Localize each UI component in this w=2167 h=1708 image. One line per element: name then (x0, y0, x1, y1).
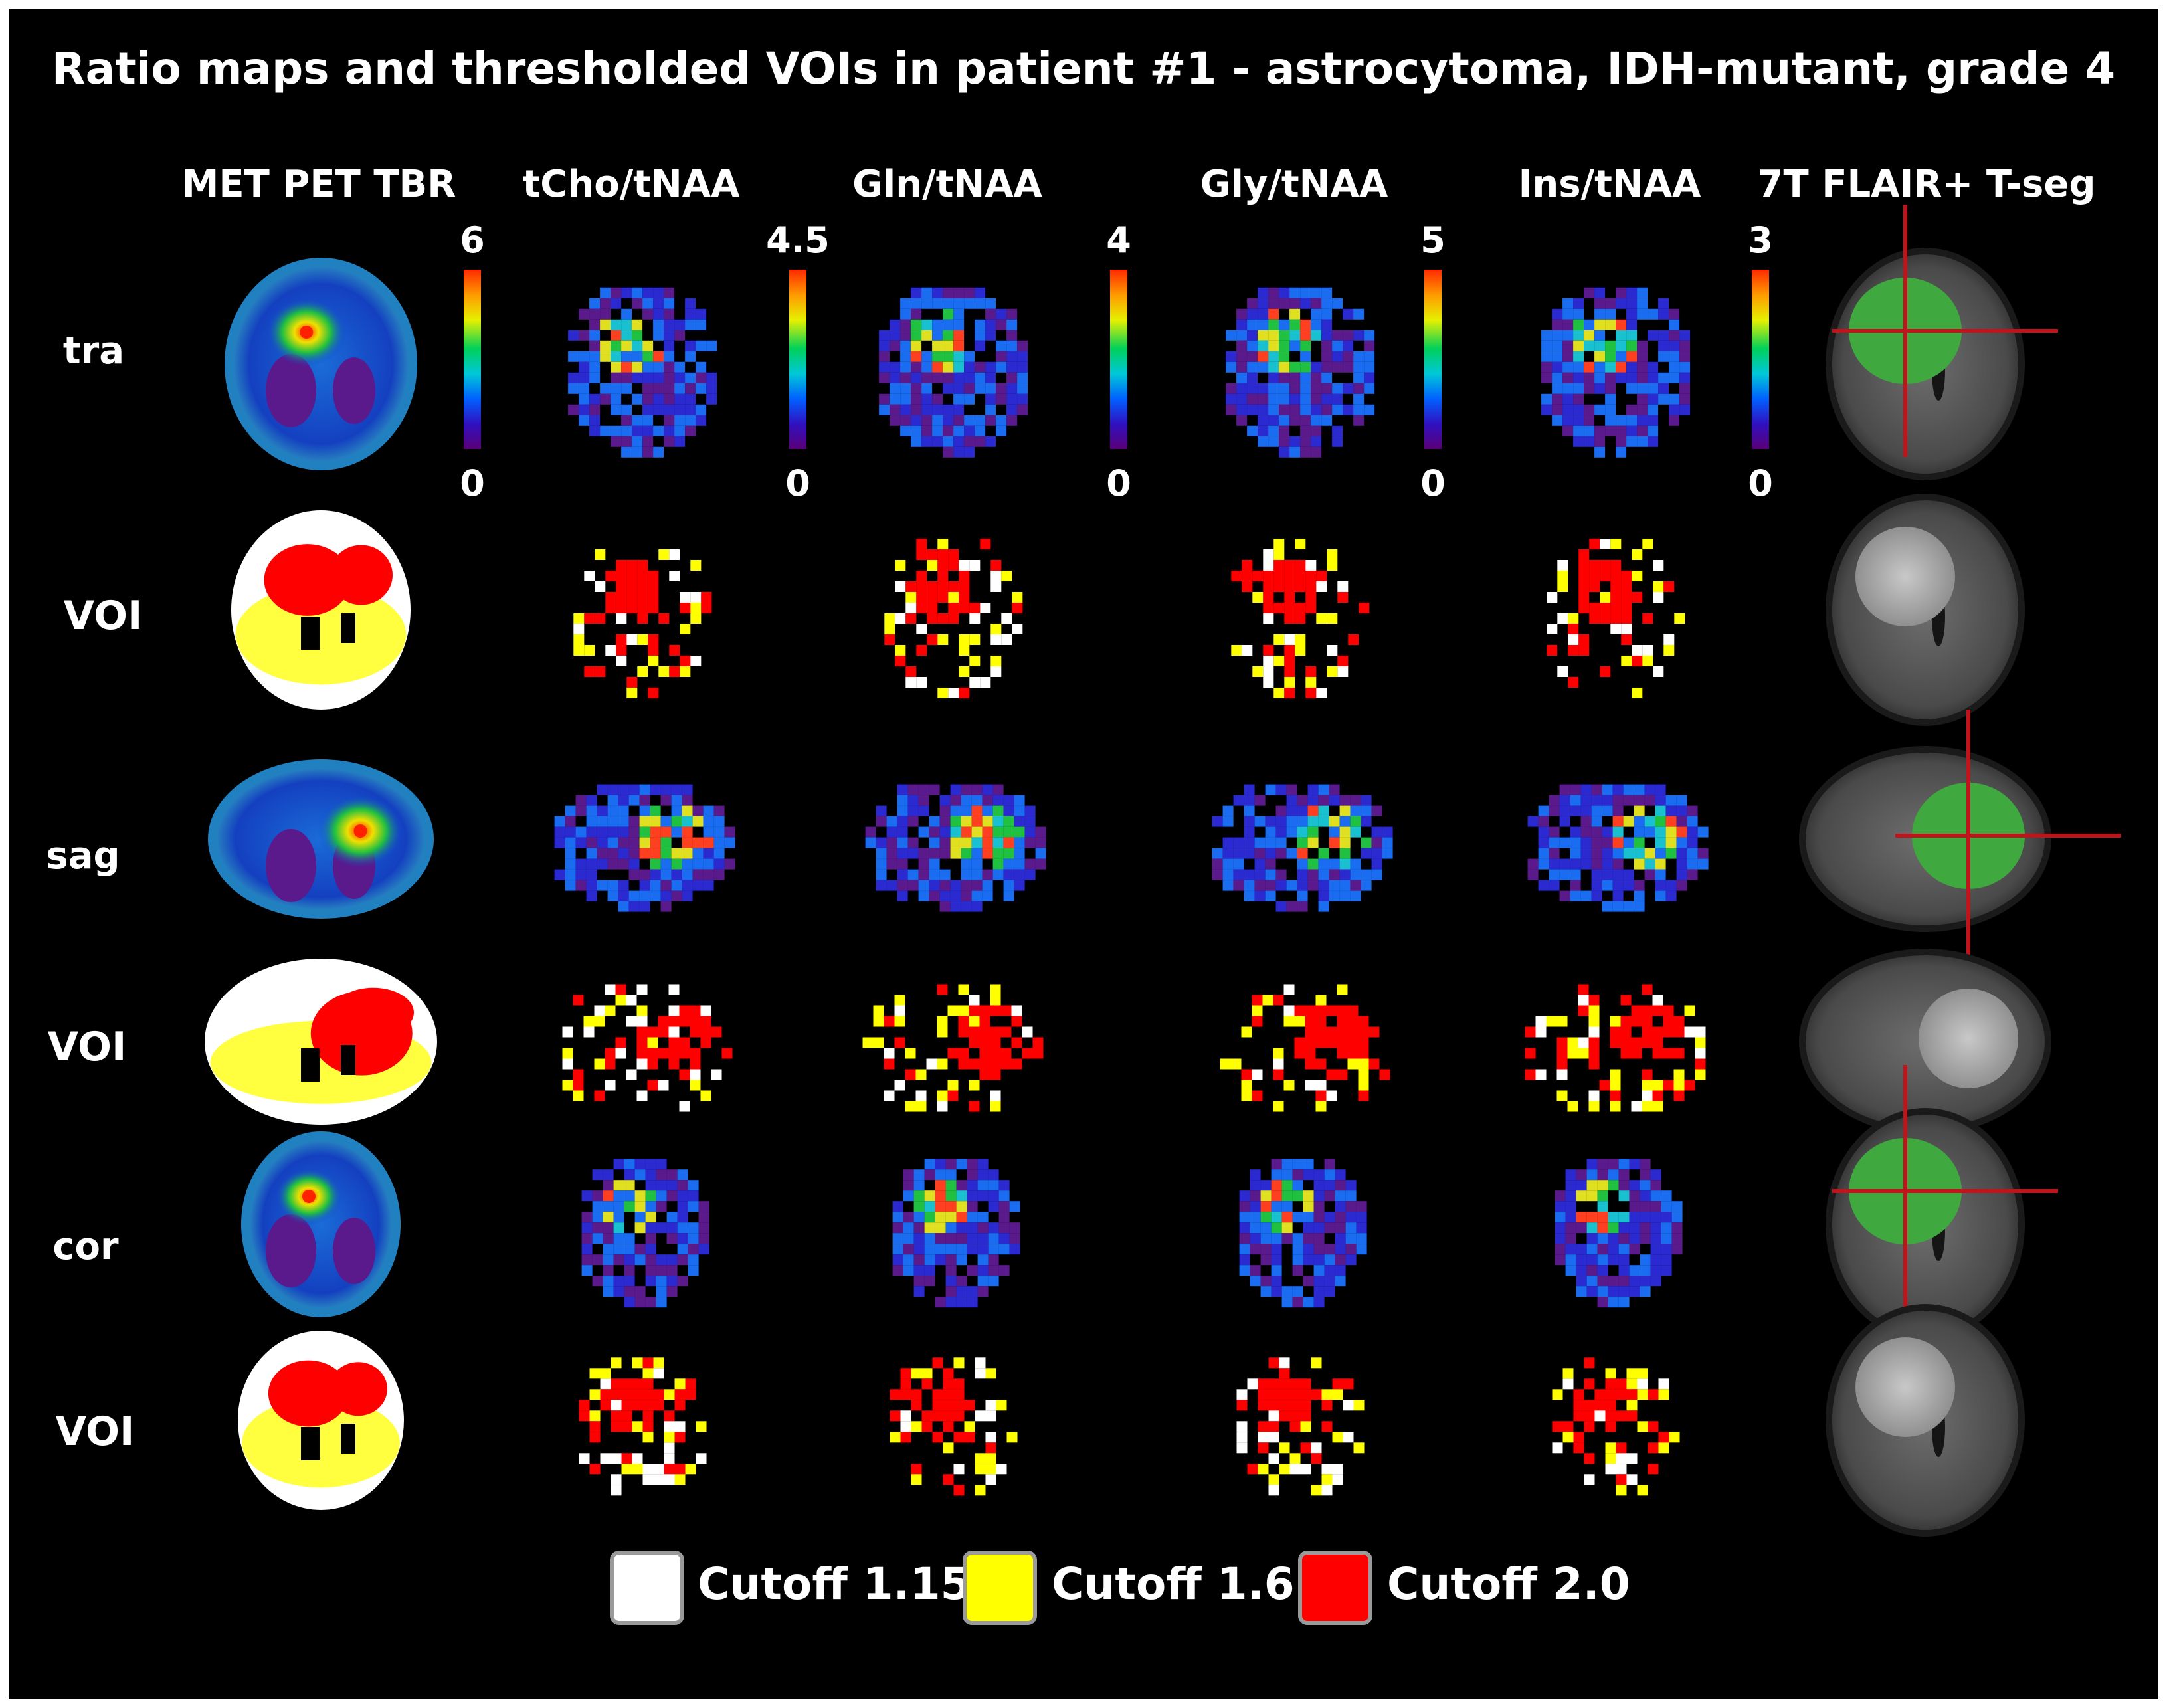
image-panel-r5-c1 (579, 1357, 707, 1496)
legend-label-cutoff-2-0: Cutoff 2.0 (1387, 1559, 1630, 1610)
colorbar-gln (1110, 270, 1127, 449)
column-header-gln: Gln/tNAA (852, 163, 1042, 206)
column-header-gly: Gly/tNAA (1200, 163, 1388, 206)
image-panel-r1-c2 (884, 539, 1023, 698)
image-grid (205, 205, 2121, 1537)
colorbar-tcho (789, 270, 806, 449)
colorbar-gly (1424, 270, 1442, 449)
row-label-voi-cor: VOI (55, 1408, 135, 1455)
legend-swatch-cutoff-1-15 (610, 1551, 684, 1625)
row-label-voi-tra: VOI (63, 593, 143, 639)
image-panel-r0-c3 (1226, 287, 1375, 458)
image-panel-r5-c0 (238, 1331, 404, 1510)
image-panel-r0-c0 (225, 258, 417, 470)
image-panel-r1-c0 (231, 510, 411, 710)
image-panel-r1-c4 (1547, 539, 1685, 698)
column-header-met-pet: MET PET TBR (181, 163, 456, 206)
column-header-flair: 7T FLAIR+ T-seg (1757, 163, 2096, 206)
image-panel-r2-c2 (865, 784, 1046, 912)
image-panel-r5-c4 (1552, 1357, 1680, 1496)
figure-panel: Ratio maps and thresholded VOIs in patie… (9, 9, 2158, 1699)
image-panel-r2-c3 (1212, 784, 1393, 912)
image-panel-r4-c2 (892, 1159, 1020, 1308)
legend-swatch-cutoff-1-6 (963, 1551, 1037, 1625)
image-panel-r4-c0 (241, 1131, 401, 1317)
image-panel-r3-c0 (205, 959, 437, 1125)
legend-swatch-cutoff-2-0 (1298, 1551, 1372, 1625)
colorbar-min-gln: 0 (1106, 462, 1131, 504)
flair-panel-r1 (1826, 494, 2025, 726)
column-header-ins: Ins/tNAA (1518, 163, 1701, 206)
colorbar-max-gly: 5 (1420, 219, 1446, 261)
image-panel-r2-c4 (1527, 784, 1709, 912)
image-panel-r0-c4 (1541, 287, 1691, 458)
image-panel-r3-c1 (562, 984, 733, 1112)
image-panel-r0-c1 (568, 287, 717, 458)
row-label-tra: tra (62, 330, 125, 373)
colorbar-met-pet (464, 270, 481, 449)
legend-label-cutoff-1-15: Cutoff 1.15 (698, 1559, 971, 1610)
image-panel-r4-c4 (1555, 1159, 1683, 1308)
image-panel-r4-c1 (581, 1159, 709, 1308)
row-label-cor: cor (52, 1225, 119, 1268)
colorbar-max-met-pet: 6 (460, 219, 485, 261)
colorbar-min-gly: 0 (1420, 462, 1446, 504)
flair-panel-r2 (1799, 710, 2121, 962)
colorbar-max-gln: 4 (1106, 219, 1131, 261)
colorbar-min-tcho: 0 (785, 462, 810, 504)
image-panel-r5-c3 (1236, 1357, 1365, 1496)
flair-panel-r5 (1826, 1304, 2025, 1537)
figure-title: Ratio maps and thresholded VOIs in patie… (51, 43, 2116, 94)
image-panel-r0-c2 (879, 287, 1028, 458)
legend-label-cutoff-1-6: Cutoff 1.6 (1052, 1559, 1295, 1610)
image-panel-r1-c1 (573, 549, 712, 698)
image-panel-r5-c2 (890, 1357, 1018, 1496)
image-panel-r3-c4 (1525, 984, 1706, 1112)
image-panel-r2-c0 (208, 759, 434, 919)
colorbar-ins (1752, 270, 1769, 449)
flair-panel-r0 (1826, 205, 2058, 480)
flair-panel-r4 (1826, 1065, 2058, 1341)
image-panel-r3-c3 (1220, 984, 1390, 1112)
flair-panel-r3 (1799, 949, 2051, 1135)
image-panel-r1-c3 (1231, 539, 1370, 698)
colorbar-min-ins: 0 (1748, 462, 1773, 504)
column-header-tcho: tCho/tNAA (522, 163, 740, 206)
row-label-sag: sag (46, 834, 120, 878)
colorbar-min-met-pet: 0 (460, 462, 485, 504)
colorbar-max-tcho: 4.5 (766, 219, 830, 261)
image-panel-r4-c3 (1239, 1159, 1367, 1308)
colorbar-max-ins: 3 (1748, 219, 1773, 261)
image-panel-r2-c1 (554, 784, 735, 912)
row-label-voi-sag: VOI (47, 1024, 127, 1070)
image-panel-r3-c2 (862, 984, 1044, 1112)
